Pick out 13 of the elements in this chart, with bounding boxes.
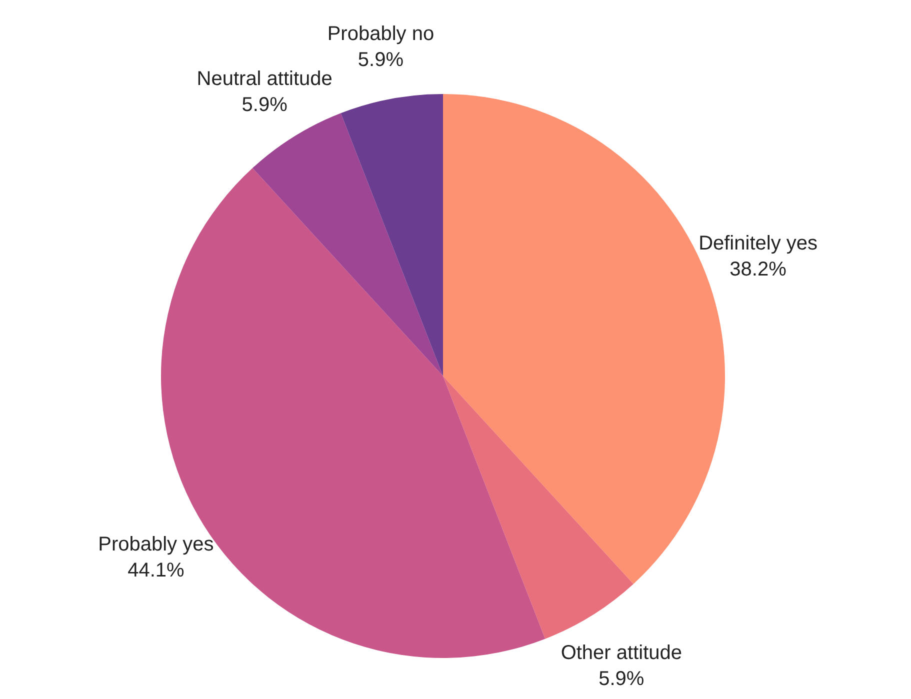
slice-label: Neutral attitude: [196, 68, 332, 90]
data-label: 5.9%: [358, 48, 404, 71]
slice-label: Definitely yes: [698, 232, 818, 255]
pie-slice: [443, 376, 634, 639]
slice-label: Probably yes: [98, 533, 214, 556]
data-label: 5.9%: [242, 94, 288, 116]
pie-slice: [340, 94, 443, 376]
data-label: 5.9%: [598, 668, 644, 690]
data-label: 44.1%: [128, 559, 184, 582]
slice-label: Other attitude: [560, 642, 682, 664]
data-label: 38.2%: [730, 258, 787, 281]
pie-slice: [252, 113, 443, 376]
slice-label: Probably no: [327, 22, 434, 45]
